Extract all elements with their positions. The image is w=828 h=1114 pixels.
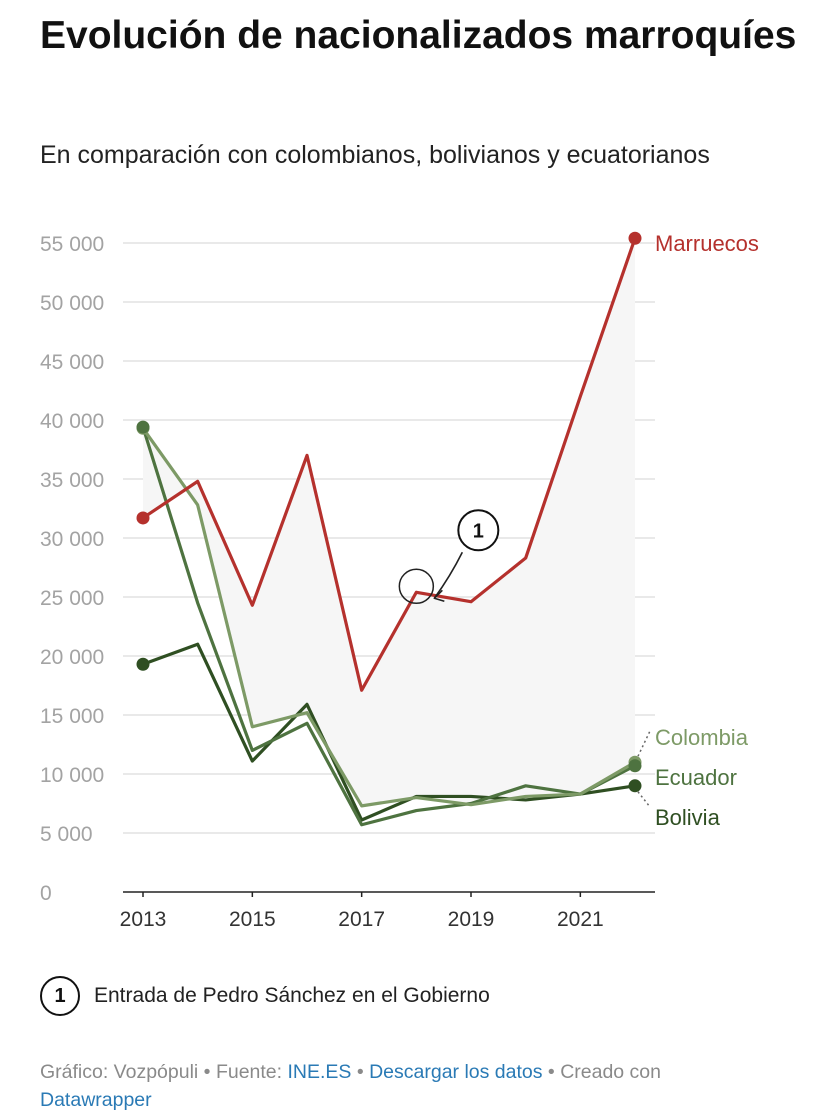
series-line-bolivia (141, 642, 637, 822)
download-data-link[interactable]: Descargar los datos (369, 1061, 543, 1083)
annotation-bubble (457, 509, 500, 552)
y-tick-label: 55 000 (40, 233, 104, 256)
y-tick-label: 0 (40, 882, 52, 905)
data-point-bolivia (628, 779, 642, 793)
x-tick-label: 2019 (448, 908, 495, 931)
x-tick-label: 2021 (557, 908, 604, 931)
series-line-marruecos (141, 236, 637, 692)
shaded-band (143, 238, 635, 806)
x-tick-label: 2017 (338, 908, 385, 931)
annotation-marker: 1 (40, 976, 80, 1016)
series-label-marruecos: Marruecos (655, 231, 759, 256)
annotation-arrowhead (433, 589, 445, 603)
separator: • (542, 1061, 561, 1083)
datawrapper-link[interactable]: Datawrapper (40, 1089, 152, 1111)
series-line-ecuador (141, 425, 637, 827)
series-label-bolivia: Bolivia (655, 805, 721, 830)
graphic-credit: Gráfico: Vozpópuli (40, 1061, 199, 1083)
data-point-marruecos (628, 231, 642, 245)
y-tick-label: 25 000 (40, 587, 104, 610)
annotation-text: Entrada de Pedro Sánchez en el Gobierno (94, 984, 490, 1007)
y-tick-label: 5 000 (40, 823, 93, 846)
source-link[interactable]: INE.ES (287, 1061, 352, 1083)
y-tick-label: 20 000 (40, 646, 104, 669)
y-tick-label: 10 000 (40, 764, 104, 787)
source-label: Fuente: (215, 1061, 288, 1083)
separator: • (351, 1061, 370, 1083)
series-label-ecuador: Ecuador (655, 765, 737, 790)
data-point-ecuador (628, 759, 642, 773)
data-point-ecuador (136, 420, 150, 434)
annotation-legend: 1 Entrada de Pedro Sánchez en el Gobiern… (40, 974, 490, 1018)
y-tick-label: 50 000 (40, 292, 104, 315)
y-tick-label: 15 000 (40, 705, 104, 728)
data-point-marruecos (136, 511, 150, 525)
label-connector (637, 730, 651, 757)
series-line-colombia (141, 426, 637, 808)
chart-subtitle: En comparación con colombianos, bolivian… (40, 141, 710, 169)
annotation-bubble-number: 1 (473, 520, 484, 542)
data-point-bolivia (136, 657, 150, 671)
y-tick-label: 35 000 (40, 469, 104, 492)
y-tick-label: 45 000 (40, 351, 104, 374)
series-label-colombia: Colombia (655, 725, 749, 750)
created-with-label: Creado con (560, 1061, 662, 1083)
label-connector (637, 791, 651, 808)
y-tick-label: 40 000 (40, 410, 104, 433)
chart-title: Evolución de nacionalizados marroquíes (40, 14, 797, 57)
separator: • (198, 1061, 216, 1083)
credits-footer: Gráfico: Vozpópuli • Fuente: INE.ES • De… (40, 1058, 800, 1114)
annotation-arrow (433, 551, 464, 599)
y-tick-label: 30 000 (40, 528, 104, 551)
line-chart: 0 5 000 10 000 15 000 20 000 25 000 30 000 35 0… (40, 231, 759, 931)
annotation-highlight-circle (398, 568, 435, 605)
x-tick-label: 2013 (120, 908, 167, 931)
x-tick-label: 2015 (229, 908, 276, 931)
